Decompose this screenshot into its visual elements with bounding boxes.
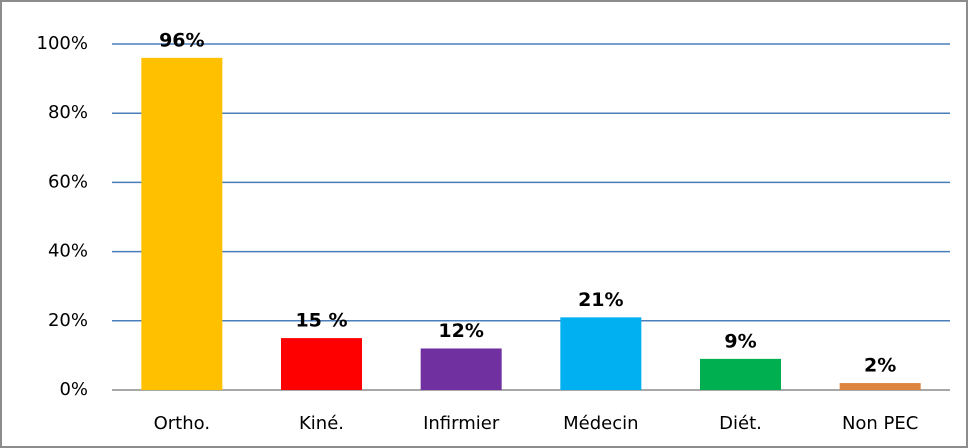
data-label: 9% <box>724 330 756 352</box>
bar <box>420 348 502 390</box>
y-tick-label: 40% <box>48 241 88 262</box>
x-tick-label: Ortho. <box>154 413 210 434</box>
bar <box>699 358 782 390</box>
x-tick-label: Diét. <box>719 413 762 434</box>
x-tick-label: Non PEC <box>842 413 918 434</box>
y-tick-label: 100% <box>37 33 88 54</box>
y-tick-label: 0% <box>59 379 88 400</box>
bar <box>560 317 642 390</box>
x-tick-label: Kiné. <box>299 413 344 434</box>
y-tick-label: 60% <box>48 171 88 192</box>
bar <box>839 383 921 390</box>
data-label: 12% <box>438 320 483 342</box>
data-label: 21% <box>578 289 623 311</box>
bar <box>280 338 363 390</box>
x-tick-label: Médecin <box>563 413 638 434</box>
y-tick-label: 80% <box>48 102 88 123</box>
x-tick-label: Infirmier <box>423 413 500 434</box>
data-label: 96% <box>159 29 204 51</box>
y-tick-label: 20% <box>48 310 88 331</box>
data-label: 2% <box>864 355 896 377</box>
data-label: 15 % <box>295 310 347 332</box>
bar <box>141 57 223 391</box>
